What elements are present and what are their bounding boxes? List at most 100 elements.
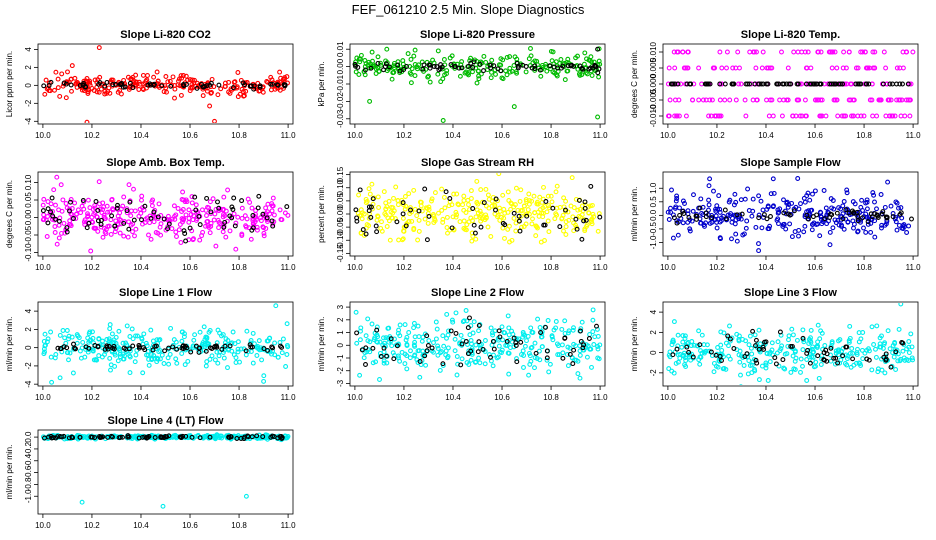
y-axis-label: ml/min per min. [5,317,14,372]
data-point [418,199,424,205]
data-point-selected [242,82,248,88]
data-point [186,207,192,213]
data-point [566,328,572,334]
data-point [578,326,584,332]
data-point [53,202,58,208]
data-point [893,219,899,225]
x-tick-label: 10.6 [494,131,510,140]
data-point-selected [890,214,896,220]
data-point-selected [184,345,190,351]
x-tick-label: 10.2 [84,131,100,140]
data-point-selected [753,357,759,363]
data-point [359,216,365,222]
data-point [88,337,94,343]
data-point [192,77,197,83]
data-point [157,348,163,354]
data-point-selected [424,333,430,339]
data-point [749,362,755,368]
data-point-selected [82,84,88,90]
data-point [416,228,422,234]
data-point [452,336,458,342]
data-point-selected [352,61,358,67]
data-point-selected [828,345,834,351]
data-point-selected [487,62,493,68]
data-point-selected [822,216,828,222]
data-point [96,336,102,342]
data-point [483,203,489,209]
data-point [791,366,797,372]
data-point [62,335,68,341]
panel-p3: Slope Li-820 Temp.10.0 10.2 10.4 10.6 10.8 11… [630,29,921,140]
data-point [108,231,114,237]
data-point [358,230,364,236]
y-tick-label: -0.05 [336,217,345,236]
y-tick-label: 2 [24,65,33,70]
points-layer [41,303,291,385]
data-point [285,212,291,218]
data-point [564,352,570,357]
data-point [467,332,473,338]
data-point [808,65,814,71]
data-point-selected [142,203,148,209]
data-point [505,313,511,319]
data-point-selected [395,62,401,68]
data-point [749,351,755,357]
x-tick-label: 10.0 [347,393,363,402]
data-point [798,201,803,207]
data-point [453,209,459,215]
data-point [390,205,396,211]
data-point [873,346,878,352]
data-point [235,70,241,75]
data-point [743,225,749,231]
data-point [67,221,73,227]
data-point [523,69,529,75]
data-point [378,60,383,66]
data-point [490,363,496,369]
data-point-selected [139,217,144,223]
data-point [440,333,446,339]
data-point [82,354,88,360]
data-point [130,336,136,342]
data-point [767,223,773,229]
x-tick-label: 10.2 [709,263,725,272]
x-tick-label: 11.0 [906,393,922,402]
data-point-selected [516,213,522,219]
data-point [473,342,479,348]
data-point-selected [102,83,108,89]
data-point [690,97,695,103]
data-point [411,187,417,193]
data-point [144,352,149,358]
data-point [785,204,791,210]
data-point [545,193,551,199]
data-point [269,203,275,209]
data-point [533,233,539,239]
data-point [419,338,425,344]
data-point [800,363,805,369]
data-point [507,65,513,71]
y-tick-label: 1.0 [649,182,658,194]
data-point [44,339,50,345]
data-point [69,88,74,94]
data-point [185,358,191,364]
data-point [565,68,571,74]
data-point [844,187,850,193]
data-point [596,58,602,64]
data-point-selected [141,345,146,351]
data-point [130,229,135,235]
data-point [818,214,824,219]
data-point [756,377,762,383]
data-point-selected [363,231,369,237]
data-point-selected [579,236,585,242]
data-point [192,332,198,338]
data-point-selected [116,435,122,441]
y-tick-label: -4 [24,380,33,388]
data-point [213,243,219,249]
data-point [595,346,601,352]
data-point-selected [251,83,257,89]
y-tick-label: -3 [336,379,345,387]
data-point [697,361,703,367]
data-point [89,214,95,220]
plot-frame [662,171,919,257]
data-point [777,97,783,103]
data-point-selected [229,204,235,210]
